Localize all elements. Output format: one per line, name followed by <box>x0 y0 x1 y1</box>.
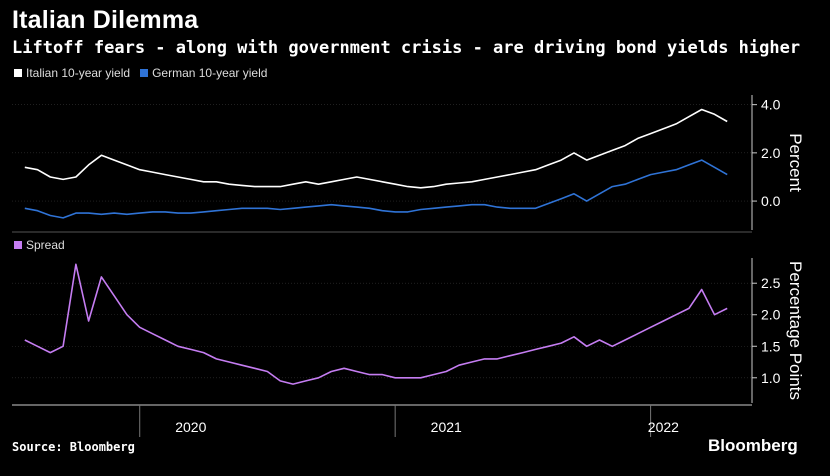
source-note: Source: Bloomberg <box>12 440 135 454</box>
legend-label-italian: Italian 10-year yield <box>26 66 131 80</box>
x-tick-label: 2021 <box>431 419 462 435</box>
bottom-tick-label: 1.0 <box>761 370 781 386</box>
legend-label-german: German 10-year yield <box>152 66 268 80</box>
bottom-tick-label: 2.5 <box>761 275 781 291</box>
legend-item-italian: Italian 10-year yield <box>14 66 130 80</box>
legend-label-spread: Spread <box>26 238 65 252</box>
top-tick-label: 2.0 <box>761 145 781 161</box>
bottom-tick-label: 2.0 <box>761 307 781 323</box>
x-tick-label: 2022 <box>648 419 679 435</box>
bottom-tick-label: 1.5 <box>761 338 781 354</box>
legend-swatch-italian <box>14 69 22 77</box>
legend-top: Italian 10-year yield German 10-year yie… <box>14 66 277 80</box>
legend-bottom: Spread <box>14 238 75 252</box>
top-panel: 4.0 2.0 0.0 Percent <box>12 95 805 230</box>
chart-title: Italian Dilemma <box>12 6 199 34</box>
chart-subtitle: Liftoff fears - along with government cr… <box>12 38 801 58</box>
top-tick-label: 4.0 <box>761 97 781 113</box>
legend-swatch-german <box>140 69 149 77</box>
brand-logo: Bloomberg <box>708 436 798 455</box>
x-tick-label: 2020 <box>175 419 206 435</box>
series-line-italian-10-year-yield <box>24 108 728 189</box>
legend-swatch-spread <box>14 241 22 249</box>
bottom-y-title: Percentage Points <box>786 261 805 400</box>
bottom-panel: 2.5 2.0 1.5 1.0 Percentage Points <box>12 258 805 403</box>
legend-item-spread: Spread <box>14 238 65 252</box>
series-line-german-10-year-yield <box>24 159 728 219</box>
top-y-title: Percent <box>786 133 805 192</box>
top-tick-label: 0.0 <box>761 193 781 209</box>
legend-item-german: German 10-year yield <box>140 66 267 80</box>
series-line-spread <box>24 263 728 385</box>
